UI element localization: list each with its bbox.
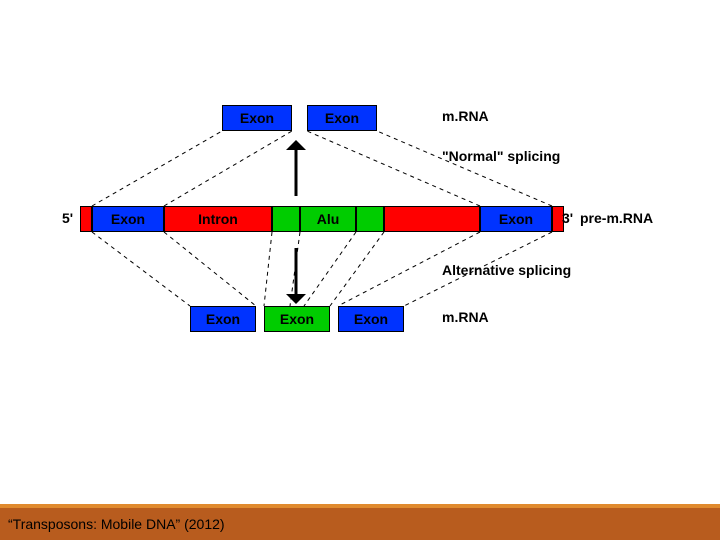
dash-line-2 — [307, 131, 480, 206]
mid-alu-r — [356, 206, 384, 232]
caption-text: “Transposons: Mobile DNA” (2012) — [8, 516, 225, 532]
mid-intron: Intron — [164, 206, 272, 232]
diagram-stage: ExonExonExonIntronAluExonExonExonExon m.… — [0, 0, 720, 540]
mid-alu: Alu — [300, 206, 356, 232]
dash-line-8 — [304, 232, 356, 306]
dash-line-3 — [377, 131, 552, 206]
dash-line-1 — [164, 131, 292, 206]
bot-exon-2: Exon — [264, 306, 330, 332]
mid-cap-left — [80, 206, 92, 232]
top-mrna-label: m.RNA — [442, 108, 489, 124]
top-exon-1: Exon — [222, 105, 292, 131]
five-prime-label: 5' — [62, 210, 73, 226]
three-prime-label: 3' — [562, 210, 573, 226]
mid-intron-2 — [384, 206, 480, 232]
connector-lines — [0, 0, 720, 540]
bot-exon-1: Exon — [190, 306, 256, 332]
footer-bar: “Transposons: Mobile DNA” (2012) — [0, 504, 720, 540]
pre-mrna-label: pre-m.RNA — [580, 210, 653, 226]
dash-line-0 — [92, 131, 222, 206]
top-exon-2: Exon — [307, 105, 377, 131]
alt-splicing-label: Alternative splicing — [442, 262, 571, 278]
mid-exon-1: Exon — [92, 206, 164, 232]
bot-mrna-label: m.RNA — [442, 309, 489, 325]
dash-line-9 — [330, 232, 384, 306]
dash-line-5 — [164, 232, 256, 306]
normal-splicing-label: "Normal" splicing — [442, 148, 560, 164]
arrow-up — [281, 140, 311, 200]
dash-line-6 — [264, 232, 272, 306]
mid-alu-l — [272, 206, 300, 232]
mid-exon-2: Exon — [480, 206, 552, 232]
arrow-down — [281, 248, 311, 308]
dash-line-4 — [92, 232, 190, 306]
bot-exon-3: Exon — [338, 306, 404, 332]
